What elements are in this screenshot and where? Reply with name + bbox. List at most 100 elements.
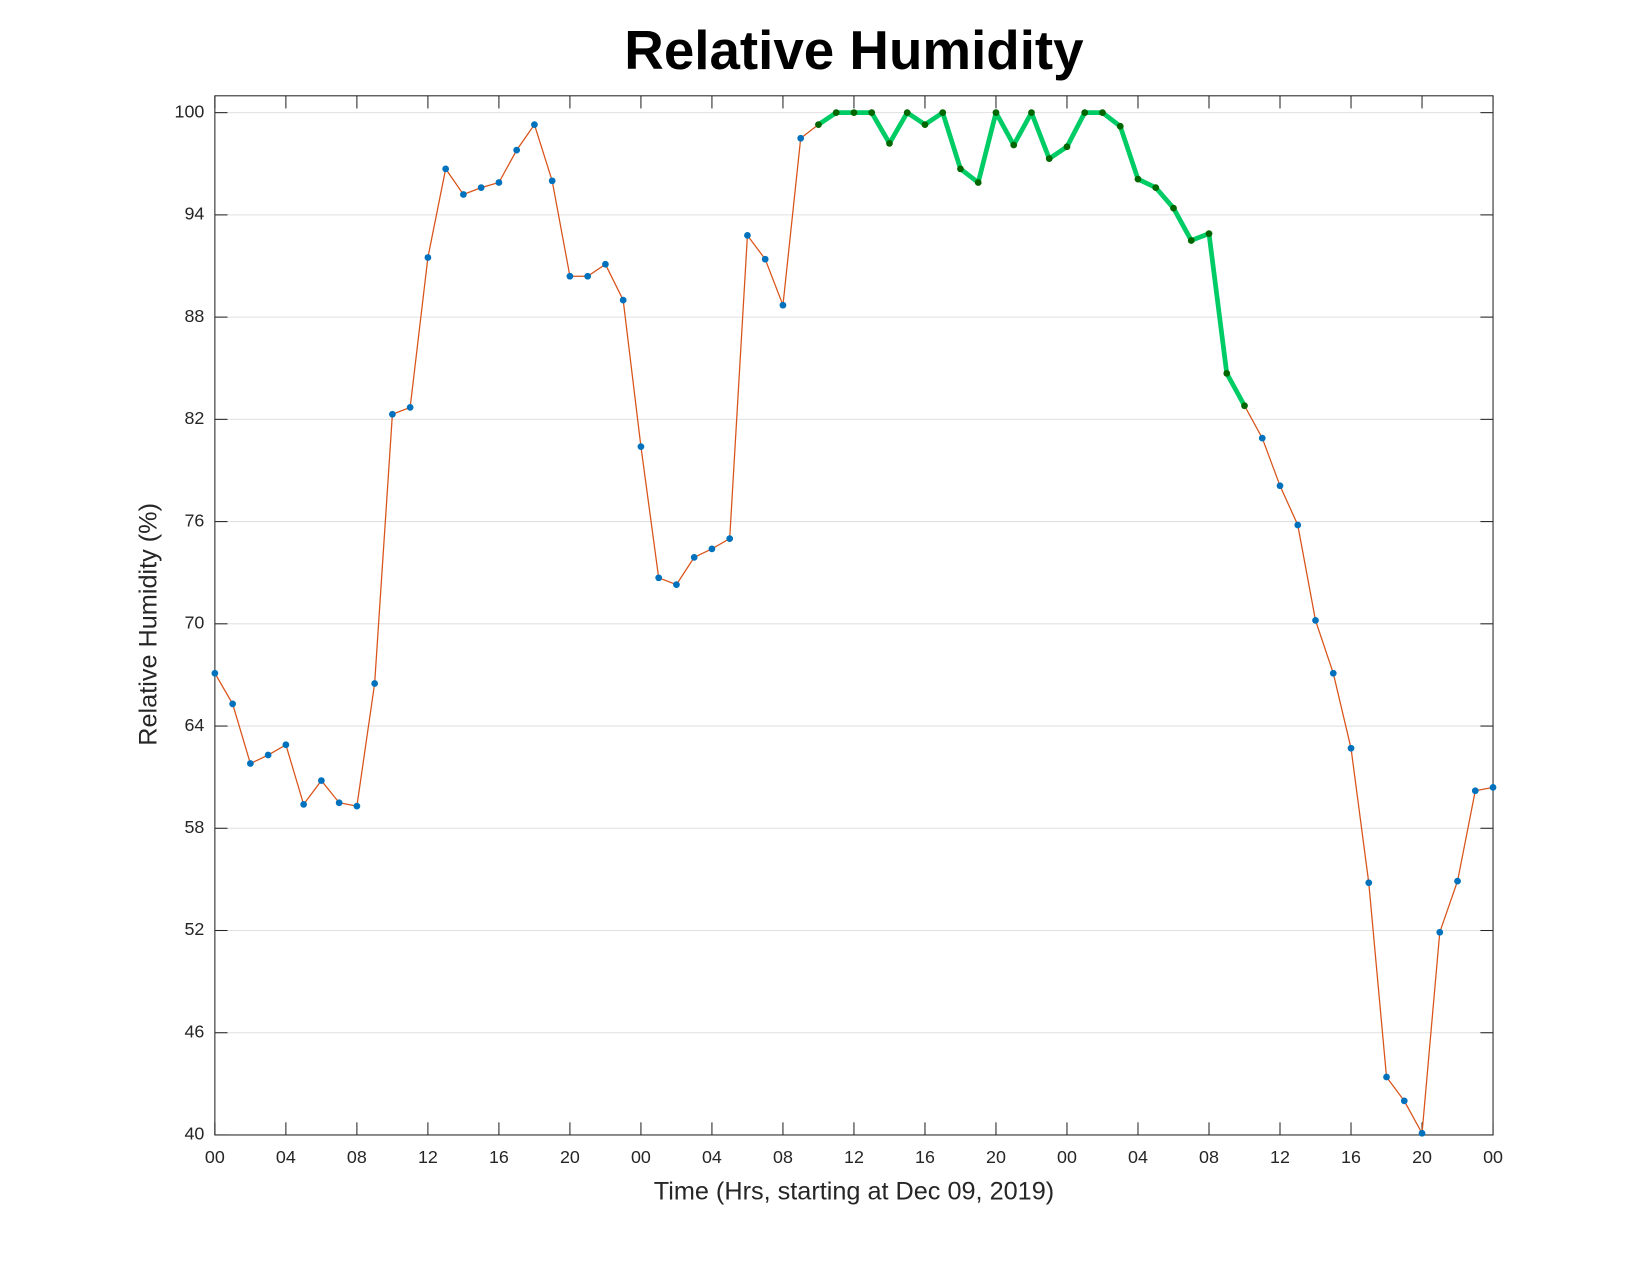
- marker: [1471, 787, 1479, 795]
- x-tick-label: 08: [1199, 1147, 1219, 1167]
- x-tick-label: 08: [773, 1147, 793, 1167]
- y-tick-label: 76: [184, 510, 204, 530]
- marker: [264, 751, 272, 759]
- highlight-marker: [1010, 141, 1018, 149]
- marker: [495, 179, 503, 186]
- highlight-marker: [886, 139, 893, 147]
- y-tick-label: 58: [184, 817, 204, 837]
- highlight-marker: [1187, 237, 1195, 244]
- marker: [1347, 744, 1355, 752]
- marker: [584, 272, 592, 280]
- x-tick-label: 00: [631, 1147, 651, 1167]
- highlight-marker: [850, 109, 858, 117]
- marker: [477, 184, 485, 191]
- y-tick-label: 82: [184, 408, 204, 428]
- x-tick-label: 12: [418, 1147, 438, 1167]
- marker: [690, 553, 698, 561]
- x-tick-label: 20: [560, 1147, 580, 1167]
- marker: [548, 177, 556, 185]
- marker: [1258, 434, 1266, 442]
- x-tick-label: 16: [489, 1147, 509, 1167]
- highlight-marker: [1170, 204, 1177, 212]
- marker: [406, 404, 414, 411]
- highlight-marker: [1241, 402, 1248, 410]
- highlight-line: [817, 110, 1247, 407]
- highlight-marker: [903, 109, 911, 117]
- data-line: [214, 110, 1494, 1136]
- marker: [1454, 877, 1461, 885]
- marker: [442, 165, 450, 173]
- x-tick-label: 08: [347, 1147, 367, 1167]
- marker: [708, 545, 716, 553]
- marker: [531, 121, 538, 128]
- x-tick-label: 12: [844, 1147, 864, 1167]
- marker: [797, 134, 805, 142]
- marker: [211, 669, 219, 677]
- x-tick-label: 00: [205, 1147, 225, 1167]
- marker: [1329, 669, 1337, 677]
- highlight-marker: [868, 109, 876, 117]
- highlight-marker: [1099, 109, 1106, 117]
- marker: [513, 146, 521, 154]
- marker: [300, 801, 308, 808]
- marker: [655, 574, 663, 582]
- marker: [1365, 879, 1373, 887]
- highlight-marker: [992, 109, 1000, 117]
- marker: [1418, 1129, 1426, 1137]
- y-tick-label: 52: [184, 919, 204, 939]
- marker: [335, 799, 343, 807]
- marker: [726, 535, 734, 542]
- marker: [744, 231, 751, 239]
- x-tick-label: 04: [276, 1147, 296, 1167]
- y-tick-label: 46: [184, 1021, 204, 1041]
- marker: [282, 741, 290, 749]
- marker: [779, 301, 787, 309]
- highlight-marker: [832, 109, 840, 117]
- marker: [1276, 482, 1284, 490]
- x-tick-label: 12: [1270, 1147, 1290, 1167]
- y-tick-label: 70: [184, 613, 204, 633]
- x-tick-label: 04: [1128, 1147, 1148, 1167]
- highlight-marker: [815, 121, 822, 128]
- x-tick-label: 20: [1412, 1147, 1432, 1167]
- marker: [602, 260, 609, 268]
- marker: [566, 272, 574, 280]
- marker: [353, 802, 361, 810]
- highlight-marker: [921, 121, 929, 128]
- highlight-marker: [1134, 175, 1142, 183]
- y-tick-label: 88: [184, 306, 204, 326]
- marker: [637, 443, 645, 450]
- highlight-marker: [1152, 184, 1160, 191]
- plot-frame: [214, 95, 1494, 1136]
- highlight-marker: [939, 109, 947, 117]
- highlight-marker: [1063, 143, 1071, 151]
- y-tick-label: 100: [175, 101, 205, 121]
- marker: [1312, 617, 1319, 624]
- marker: [424, 254, 432, 261]
- marker: [673, 581, 680, 588]
- highlight-marker: [1028, 109, 1035, 117]
- marker: [619, 296, 627, 304]
- highlight-marker: [1223, 369, 1231, 377]
- x-tick-label: 00: [1057, 1147, 1077, 1167]
- marker: [247, 760, 254, 767]
- highlight-marker: [1081, 109, 1089, 117]
- y-tick-label: 94: [184, 204, 204, 224]
- x-tick-label: 16: [915, 1147, 935, 1167]
- marker: [229, 700, 236, 708]
- marker: [761, 255, 769, 263]
- highlight-marker: [1045, 155, 1053, 163]
- x-tick-label: 16: [1341, 1147, 1361, 1167]
- marker: [1294, 521, 1302, 529]
- marker: [318, 777, 325, 784]
- x-tick-label: 00: [1483, 1147, 1503, 1167]
- y-axis-label: Relative Humidity (%): [134, 503, 162, 746]
- marker: [460, 191, 467, 198]
- y-tick-label: 64: [184, 715, 204, 735]
- marker: [1436, 928, 1444, 936]
- x-axis-label: Time (Hrs, starting at Dec 09, 2019): [654, 1178, 1054, 1206]
- highlight-marker: [1205, 230, 1213, 237]
- chart-title: Relative Humidity: [624, 19, 1084, 81]
